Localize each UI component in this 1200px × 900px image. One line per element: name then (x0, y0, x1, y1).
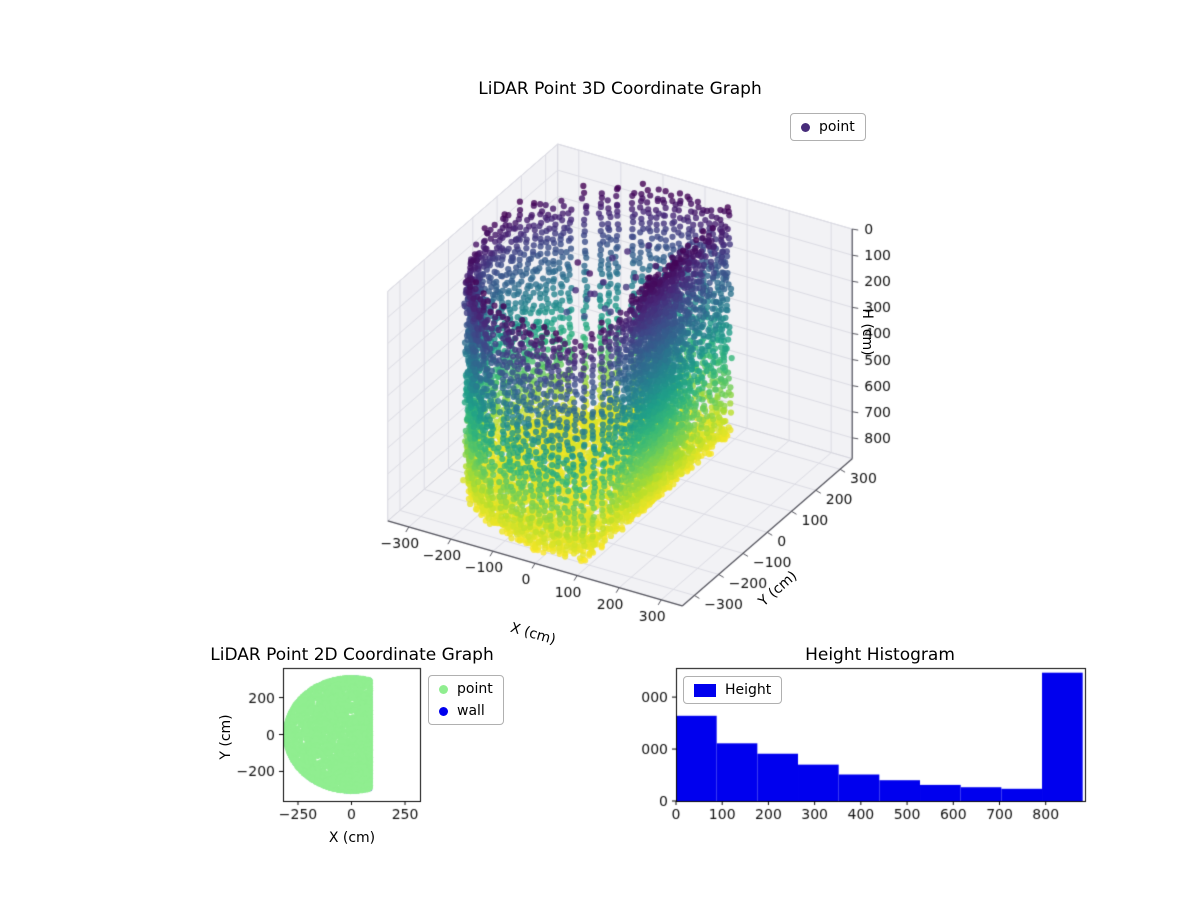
chart2d-legend: point wall (428, 675, 504, 725)
legend-item-height: Height (694, 682, 771, 698)
chart2d-scatter-plot (212, 660, 427, 860)
legend-label-point: point (819, 119, 855, 135)
legend-label-height: Height (725, 682, 772, 698)
wall-marker-icon (439, 706, 448, 716)
chart3d-h-axis-label: H (cm) (859, 308, 875, 356)
legend-label-wall: wall (457, 703, 485, 719)
legend-label-point: point (457, 681, 493, 697)
histogram-legend: Height (683, 676, 783, 704)
height-bar-swatch-icon (694, 683, 716, 697)
chart2d-x-axis-label: X (cm) (328, 830, 376, 846)
chart2d-y-axis-label: Y (cm) (218, 714, 234, 760)
legend-item-point: point (801, 119, 855, 135)
chart3d-scatter-plot (340, 90, 920, 660)
point-marker-icon (439, 684, 448, 694)
legend-item-wall: wall (439, 703, 493, 719)
legend-item-point: point (439, 681, 493, 697)
chart3d-legend: point (790, 113, 866, 141)
point-marker-icon (801, 122, 810, 132)
